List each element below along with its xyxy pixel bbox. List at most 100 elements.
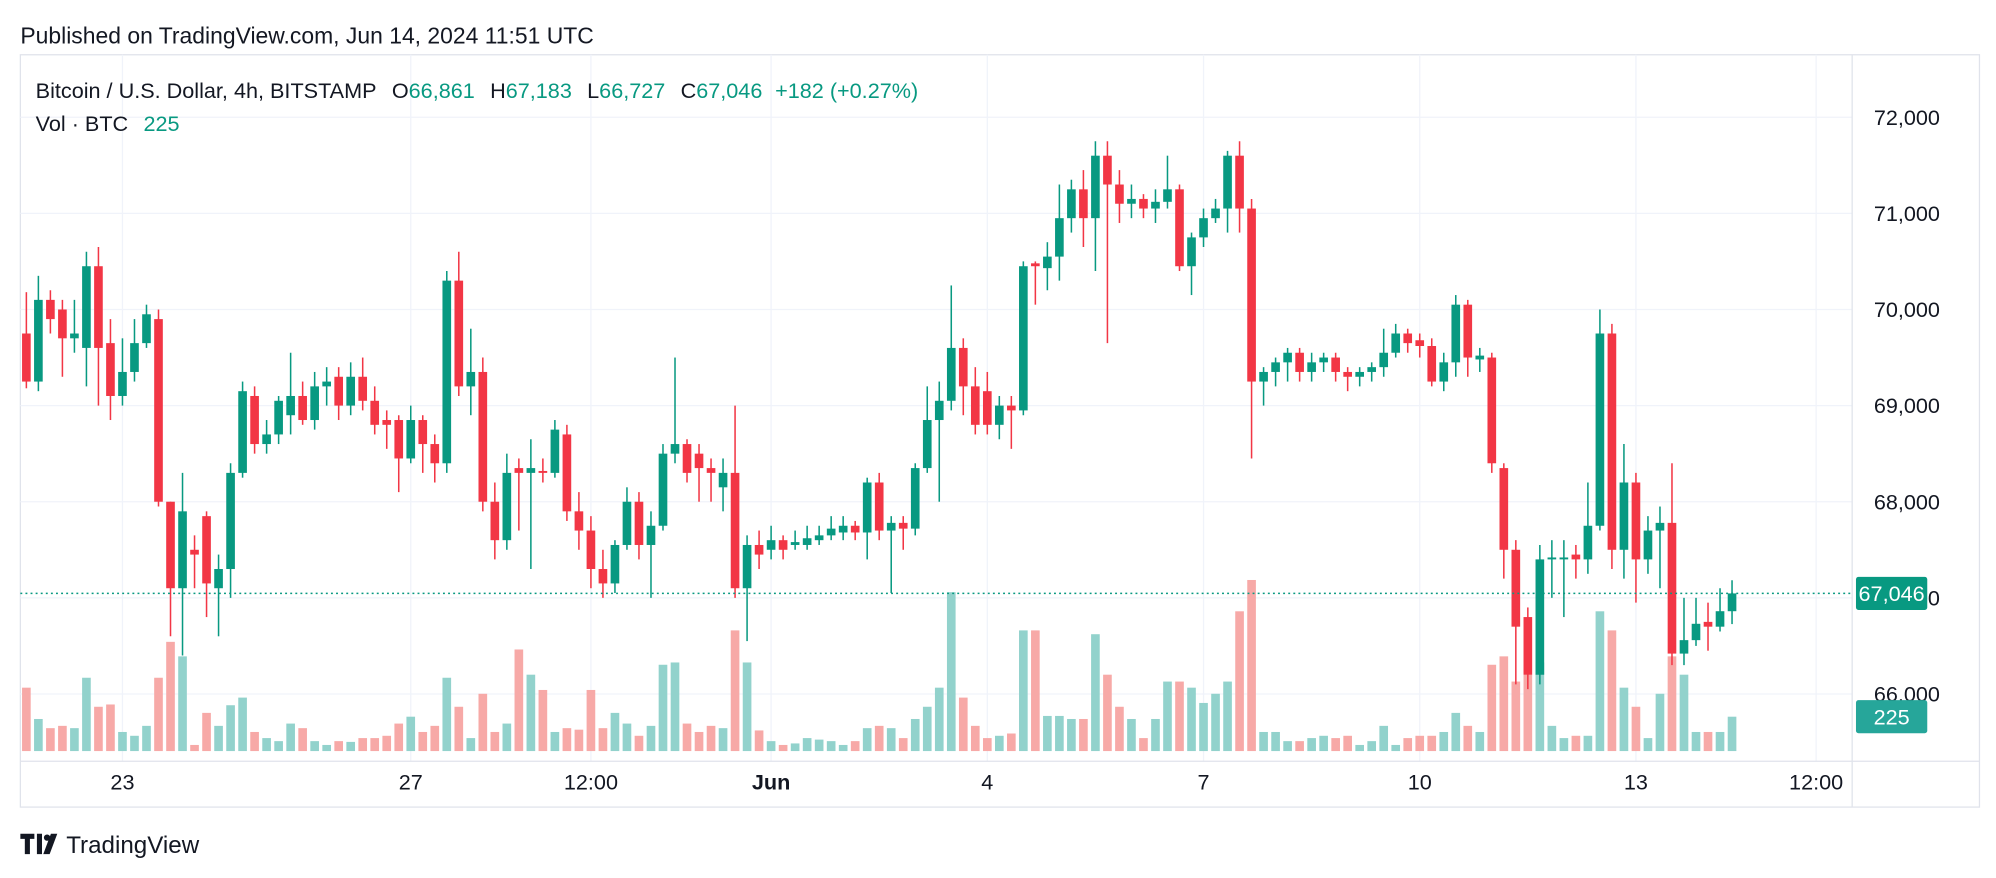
y-tick-label: 68,000 bbox=[1874, 489, 1940, 514]
volume-bar bbox=[1355, 744, 1364, 752]
candle-body bbox=[1631, 482, 1641, 560]
candle-body bbox=[82, 266, 91, 348]
candle-body bbox=[154, 319, 163, 502]
volume-bar bbox=[886, 728, 896, 752]
candle-body bbox=[1655, 522, 1665, 531]
candle-body bbox=[646, 525, 656, 545]
candle-body bbox=[694, 453, 704, 469]
axes: 66,00067,00068,00069,00070,00071,00072,0… bbox=[20, 54, 1980, 808]
candle-body bbox=[370, 400, 380, 425]
candle-body bbox=[238, 391, 247, 473]
volume-bar bbox=[1091, 634, 1100, 752]
candle-body bbox=[334, 376, 344, 406]
candle-body bbox=[1511, 549, 1521, 627]
volume-pane bbox=[22, 579, 1737, 752]
legend-value: 67,046 bbox=[696, 78, 762, 103]
candle-body bbox=[1667, 522, 1677, 654]
volume-bar bbox=[1463, 725, 1473, 752]
volume-bar bbox=[262, 738, 271, 752]
volume-bar bbox=[466, 738, 476, 752]
candle-body bbox=[598, 569, 608, 584]
grid bbox=[20, 54, 1853, 762]
volume-bar bbox=[670, 662, 680, 752]
x-tick-label: 4 bbox=[981, 769, 993, 794]
volume-bar bbox=[502, 723, 512, 752]
candle-body bbox=[418, 420, 428, 445]
volume-bar bbox=[1679, 674, 1689, 752]
volume-bar bbox=[1343, 735, 1352, 752]
legend: Bitcoin / U.S. Dollar, 4h, BITSTAMP O66,8… bbox=[36, 78, 919, 103]
volume-bar bbox=[814, 739, 824, 752]
candle-body bbox=[1199, 218, 1208, 238]
candle-body bbox=[658, 453, 668, 526]
volume-bar bbox=[610, 712, 620, 752]
candle-body bbox=[1223, 155, 1232, 209]
volume-bar bbox=[346, 741, 356, 752]
candle-body bbox=[70, 333, 79, 339]
volume-bar bbox=[1319, 735, 1328, 752]
candle-body bbox=[1571, 554, 1581, 560]
candle-body bbox=[1007, 405, 1016, 411]
candle-body bbox=[1067, 189, 1076, 219]
volume-bar bbox=[862, 728, 872, 752]
volume-bar bbox=[790, 743, 800, 752]
x-tick-label: 27 bbox=[399, 769, 423, 794]
publish-header: Published on TradingView.com, Jun 14, 20… bbox=[20, 22, 593, 48]
volume-bar bbox=[1487, 664, 1497, 752]
candle-body bbox=[1247, 208, 1256, 382]
last-price-label: 67,046 bbox=[1859, 581, 1925, 606]
volume-bar bbox=[1259, 731, 1268, 752]
candle-body bbox=[382, 420, 392, 425]
volume-bar bbox=[1643, 738, 1653, 752]
volume-bar bbox=[730, 630, 740, 752]
volume-bar bbox=[1715, 731, 1725, 752]
candle-body bbox=[1319, 357, 1328, 363]
volume-bar bbox=[1103, 674, 1112, 752]
candle-body bbox=[1271, 362, 1280, 372]
candle-body bbox=[286, 395, 295, 416]
volume-bar bbox=[1535, 662, 1545, 752]
volume-bar bbox=[1547, 725, 1557, 752]
volume-bar bbox=[598, 728, 608, 752]
candle-body bbox=[1679, 640, 1689, 654]
volume-bar bbox=[574, 729, 584, 752]
candle-body bbox=[1403, 333, 1413, 344]
candle-body bbox=[802, 538, 812, 545]
candle-body bbox=[1499, 468, 1509, 550]
candle-body bbox=[1055, 218, 1064, 257]
candle-body bbox=[778, 540, 788, 550]
volume-bar bbox=[334, 741, 344, 752]
volume-bar bbox=[778, 744, 788, 752]
candle-body bbox=[1091, 155, 1100, 219]
candle-body bbox=[550, 429, 560, 473]
volume-bar bbox=[190, 744, 199, 752]
candle-body bbox=[394, 420, 404, 459]
candle-body bbox=[1559, 557, 1569, 560]
volume-bar bbox=[1055, 715, 1064, 752]
candle-body bbox=[1295, 352, 1304, 372]
y-tick-label: 71,000 bbox=[1874, 201, 1940, 226]
last-volume-label: 225 bbox=[1874, 704, 1910, 729]
candle-body bbox=[634, 501, 644, 545]
volume-bar bbox=[22, 687, 31, 752]
candle-body bbox=[46, 299, 55, 320]
volume-bar bbox=[946, 592, 956, 752]
candle-body bbox=[502, 472, 512, 541]
volume-bar bbox=[922, 706, 932, 752]
volume-bar bbox=[1271, 731, 1280, 752]
volume-bar bbox=[238, 697, 247, 752]
volume-bar bbox=[1703, 731, 1713, 752]
volume-bar bbox=[538, 689, 548, 752]
candle-body bbox=[1187, 237, 1196, 267]
candle-body bbox=[814, 535, 824, 541]
candle-body bbox=[358, 376, 368, 401]
legend-key: H bbox=[490, 78, 506, 103]
candles bbox=[22, 141, 1737, 690]
candle-body bbox=[1259, 371, 1268, 382]
candle-body bbox=[1523, 617, 1533, 675]
candle-body bbox=[1595, 333, 1605, 526]
candle-body bbox=[1163, 189, 1172, 202]
volume-bar bbox=[1199, 702, 1208, 752]
volume-bar bbox=[526, 674, 536, 752]
candle-body bbox=[478, 371, 488, 502]
